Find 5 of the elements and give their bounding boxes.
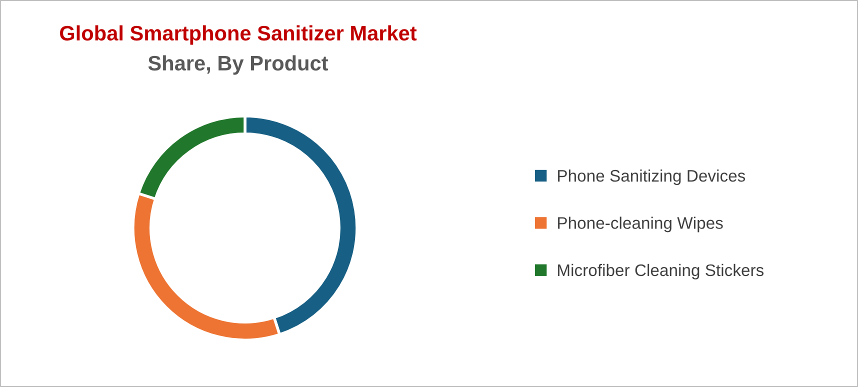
legend-label: Phone-cleaning Wipes [558, 216, 723, 232]
chart-title: Global Smartphone Sanitizer Market [60, 25, 417, 45]
legend-label: Microfiber Cleaning Stickers [558, 264, 764, 280]
chart-subtitle: Share, By Product [148, 55, 328, 75]
legend-label: Phone Sanitizing Devices [558, 169, 746, 186]
